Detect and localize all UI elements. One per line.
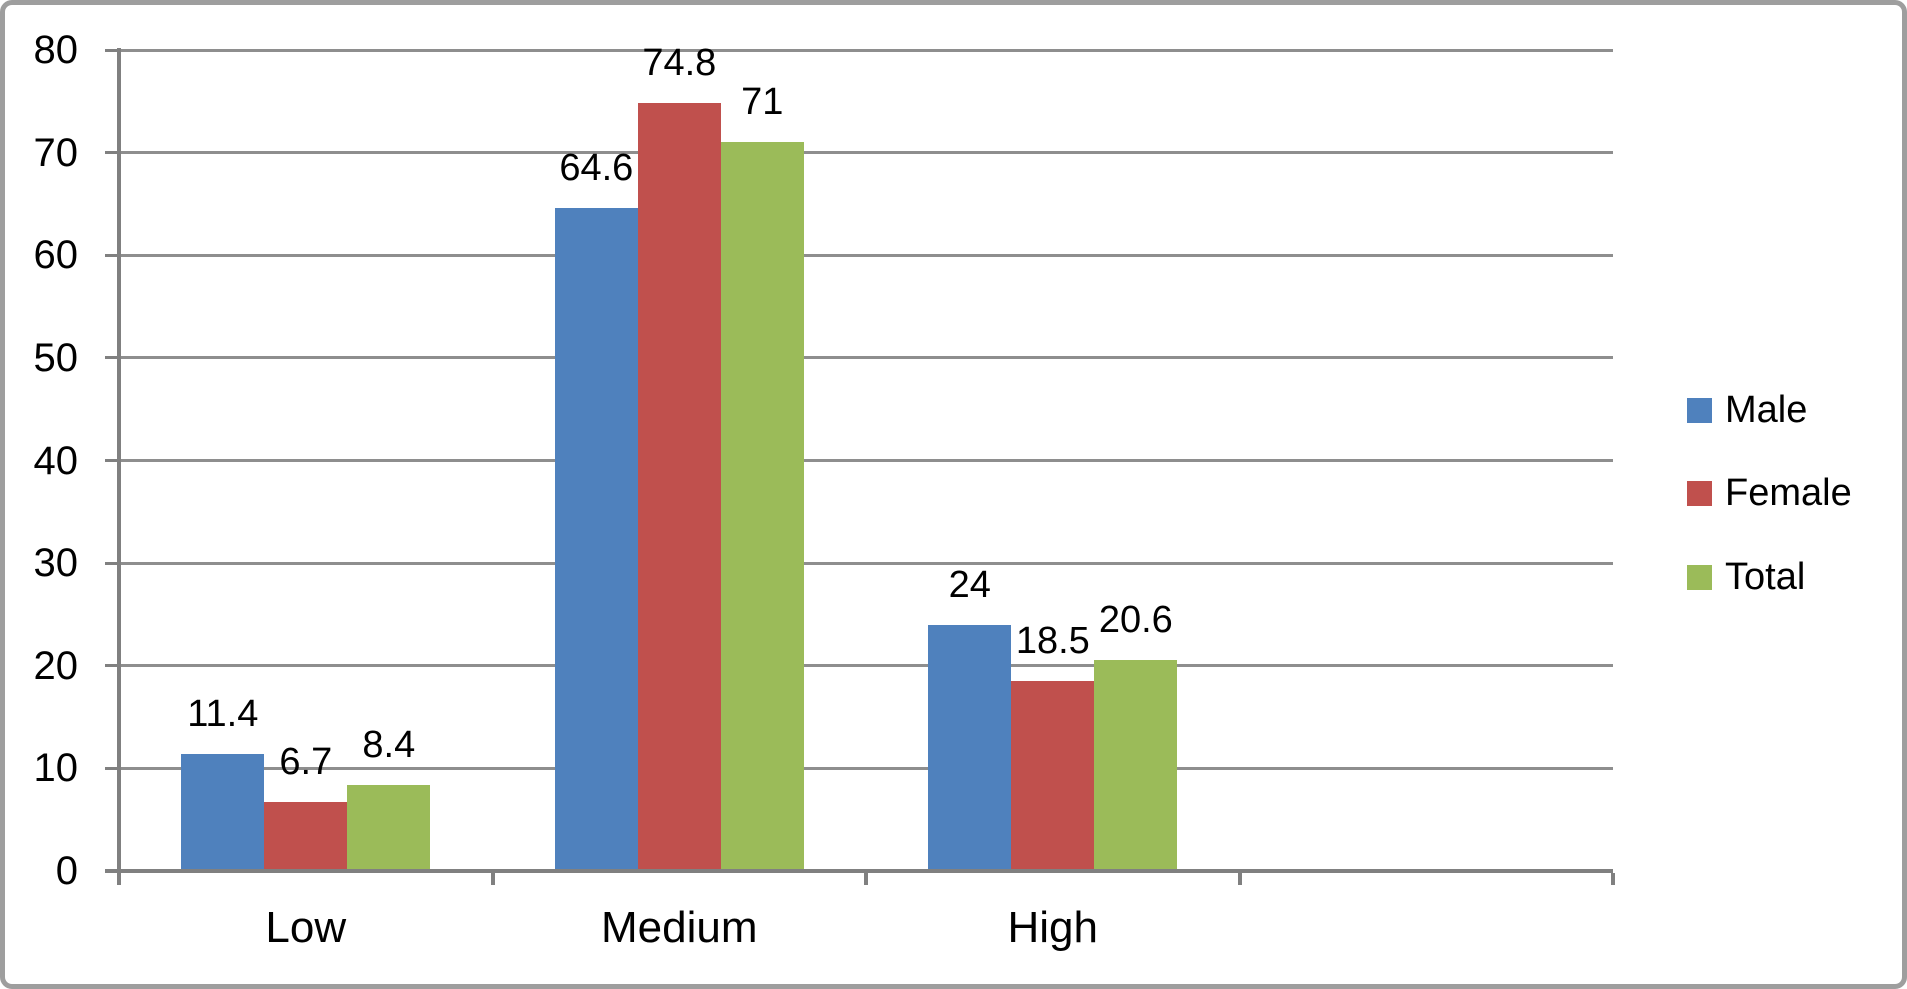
bar-male-low bbox=[181, 754, 265, 871]
y-axis-tick-label-30: 30 bbox=[33, 541, 79, 586]
y-axis-tick-40 bbox=[105, 459, 119, 462]
y-axis-line bbox=[117, 48, 121, 885]
bar-total-high bbox=[1094, 659, 1178, 871]
x-axis-tick-2 bbox=[864, 873, 868, 885]
bar-male-high bbox=[928, 624, 1012, 871]
bar-female-high bbox=[1011, 681, 1095, 871]
y-axis-tick-label-60: 60 bbox=[33, 233, 79, 278]
gridline-80 bbox=[119, 48, 1613, 52]
y-axis-tick-label-70: 70 bbox=[33, 130, 79, 175]
gridline-20 bbox=[119, 664, 1613, 668]
gridline-40 bbox=[119, 459, 1613, 462]
bar-male-medium bbox=[554, 208, 638, 871]
data-label-female-medium: 74.8 bbox=[642, 42, 717, 85]
bar-female-medium bbox=[637, 103, 721, 871]
legend-swatch-total bbox=[1687, 564, 1712, 590]
y-axis-tick-label-40: 40 bbox=[33, 438, 79, 483]
gridline-60 bbox=[119, 253, 1613, 257]
y-axis-tick-label-20: 20 bbox=[33, 643, 79, 688]
data-label-female-high: 18.5 bbox=[1015, 620, 1090, 663]
gridline-70 bbox=[119, 151, 1613, 155]
gridline-30 bbox=[119, 561, 1613, 565]
bar-female-low bbox=[264, 802, 348, 871]
bar-total-low bbox=[347, 784, 431, 871]
legend-swatch-female bbox=[1687, 481, 1712, 506]
y-axis-tick-30 bbox=[105, 561, 119, 565]
legend-item-female: Female bbox=[1687, 472, 1852, 516]
data-label-male-low: 11.4 bbox=[187, 693, 259, 735]
data-label-total-high: 20.6 bbox=[1098, 598, 1173, 641]
y-axis-tick-20 bbox=[105, 664, 119, 668]
data-label-male-medium: 64.6 bbox=[559, 147, 634, 189]
x-axis-tick-3 bbox=[1237, 873, 1242, 885]
y-axis-tick-80 bbox=[105, 48, 119, 52]
data-label-male-high: 24 bbox=[948, 563, 991, 606]
x-axis-tick-1 bbox=[490, 873, 495, 885]
category-label-high: High bbox=[1007, 903, 1099, 952]
data-label-total-medium: 71 bbox=[741, 81, 784, 124]
legend-label-male: Male bbox=[1725, 388, 1808, 431]
y-axis-tick-60 bbox=[105, 253, 119, 257]
y-axis-tick-label-0: 0 bbox=[55, 849, 78, 893]
y-axis-tick-label-80: 80 bbox=[33, 28, 79, 72]
category-label-low: Low bbox=[265, 903, 347, 952]
y-axis-tick-50 bbox=[105, 356, 119, 360]
x-axis-tick-4 bbox=[1611, 873, 1615, 885]
legend-label-female: Female bbox=[1725, 472, 1852, 514]
legend-item-male: Male bbox=[1687, 388, 1807, 432]
gridline-50 bbox=[119, 356, 1613, 360]
y-axis-tick-70 bbox=[105, 151, 119, 155]
y-axis-tick-10 bbox=[105, 766, 119, 770]
category-label-medium: Medium bbox=[601, 903, 758, 952]
data-label-female-low: 6.7 bbox=[279, 741, 333, 784]
gridline-10 bbox=[119, 766, 1613, 770]
y-axis-tick-label-10: 10 bbox=[33, 746, 79, 791]
x-axis-line bbox=[105, 869, 1613, 873]
y-axis-tick-label-50: 50 bbox=[33, 335, 79, 380]
legend-item-total: Total bbox=[1687, 555, 1805, 599]
data-label-total-low: 8.4 bbox=[362, 723, 416, 766]
legend-label-total: Total bbox=[1725, 555, 1806, 598]
bar-total-medium bbox=[720, 142, 804, 871]
legend-swatch-male bbox=[1687, 397, 1712, 423]
